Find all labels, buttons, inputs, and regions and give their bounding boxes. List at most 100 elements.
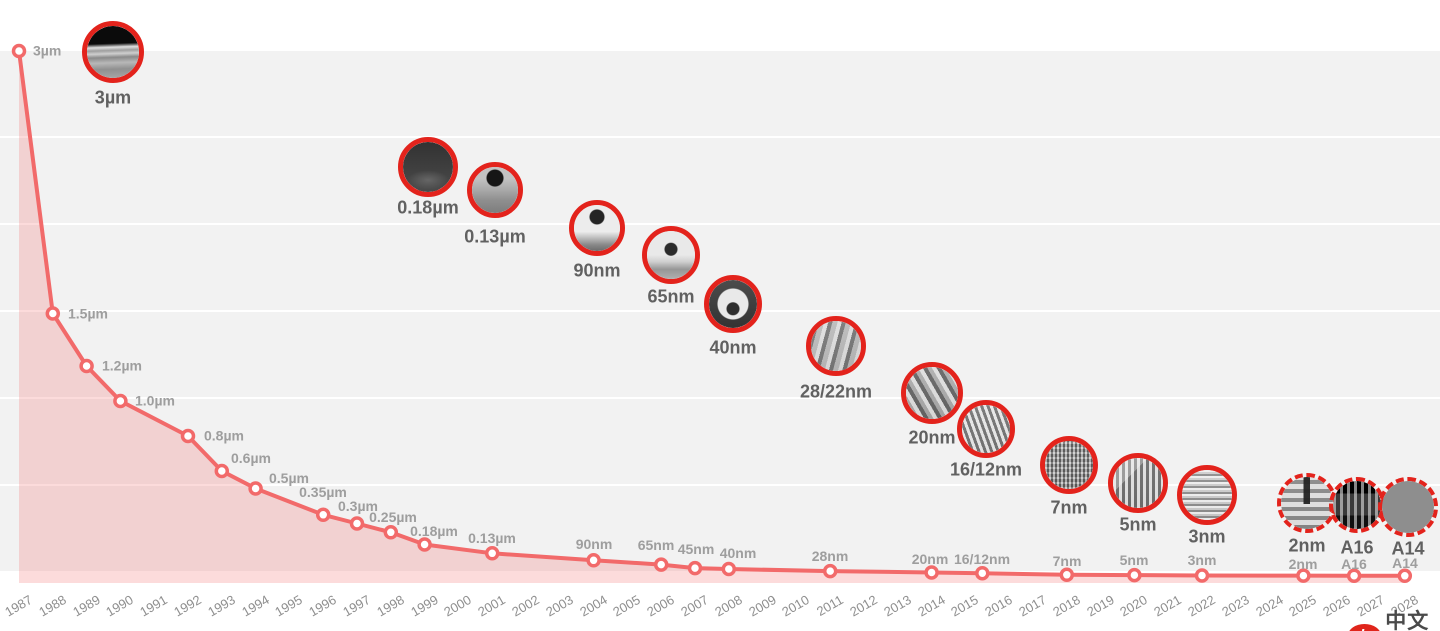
micrograph-caption-28/22nm: 28/22nm xyxy=(799,381,873,402)
data-point-marker-1.5µm xyxy=(45,306,61,321)
data-point-marker-3nm xyxy=(1194,568,1210,583)
data-point-marker-0.18µm xyxy=(417,537,432,552)
data-point-marker-1.2µm xyxy=(79,358,94,374)
micrograph-image xyxy=(709,280,757,328)
micrograph-3nm xyxy=(1177,465,1237,525)
micrograph-caption-3µm: 3µm xyxy=(94,87,132,108)
data-point-marker-3µm xyxy=(11,43,27,59)
node-label-0.18µm: 0.18µm xyxy=(410,523,458,539)
data-point-marker-0.6µm xyxy=(214,463,230,479)
micrograph-image xyxy=(1182,470,1232,520)
data-point-marker-1.0µm xyxy=(113,393,128,409)
node-label-1.0µm: 1.0µm xyxy=(135,392,175,409)
node-label-0.8µm: 0.8µm xyxy=(204,427,244,444)
micrograph-3µm xyxy=(82,21,144,83)
node-label-5nm: 5nm xyxy=(1119,552,1149,568)
micrograph-image xyxy=(472,167,518,213)
micrograph-image xyxy=(647,231,695,279)
node-label-3µm: 3µm xyxy=(33,42,62,59)
micrograph-65nm xyxy=(642,226,700,284)
node-label-0.35µm: 0.35µm xyxy=(299,484,347,500)
area-fill xyxy=(19,51,1405,583)
node-label-3nm: 3nm xyxy=(1187,552,1217,568)
node-label-0.25µm: 0.25µm xyxy=(369,509,417,525)
micrograph-caption-2nm: 2nm xyxy=(1288,535,1326,556)
data-point-marker-0.13µm xyxy=(484,546,500,561)
data-point-marker-45nm xyxy=(687,560,703,576)
data-point-marker-65nm xyxy=(653,557,669,572)
data-point-marker-0.25µm xyxy=(383,525,399,540)
micrograph-image xyxy=(906,367,958,419)
micrograph-caption-5nm: 5nm xyxy=(1119,514,1157,535)
micrograph-caption-65nm: 65nm xyxy=(647,286,695,307)
micrograph-A16 xyxy=(1329,477,1385,533)
micrograph-caption-20nm: 20nm xyxy=(908,427,956,448)
node-label-45nm: 45nm xyxy=(677,541,715,557)
node-label-7nm: 7nm xyxy=(1052,553,1082,569)
data-point-marker-40nm xyxy=(721,561,737,577)
micrograph-caption-0.18µm: 0.18µm xyxy=(397,197,459,218)
micrograph-caption-A14: A14 xyxy=(1391,538,1425,559)
data-point-marker-0.5µm xyxy=(248,481,263,496)
micrograph-image xyxy=(962,405,1010,453)
node-label-A14: A14 xyxy=(1392,555,1418,571)
data-point-marker-5nm xyxy=(1127,567,1142,583)
micrograph-2nm xyxy=(1277,473,1337,533)
micrograph-5nm xyxy=(1108,453,1168,513)
micrograph-20nm xyxy=(901,362,963,424)
micrograph-caption-40nm: 40nm xyxy=(709,337,757,358)
micrograph-image xyxy=(403,142,453,192)
data-point-marker-28nm xyxy=(822,563,838,579)
micrograph-caption-16/12nm: 16/12nm xyxy=(949,459,1023,480)
node-label-0.3µm: 0.3µm xyxy=(338,498,378,514)
data-point-marker-2nm xyxy=(1296,568,1311,583)
micrograph-40nm xyxy=(704,275,762,333)
micrograph-image xyxy=(1382,481,1434,533)
micrograph-28/22nm xyxy=(806,316,866,376)
node-label-20nm: 20nm xyxy=(911,551,949,567)
watermark: php 中文网 xyxy=(1348,605,1440,631)
data-point-marker-0.35µm xyxy=(315,507,331,523)
micrograph-caption-90nm: 90nm xyxy=(573,260,621,281)
micrograph-A14 xyxy=(1378,477,1438,537)
micrograph-90nm xyxy=(569,200,625,256)
node-label-28nm: 28nm xyxy=(811,548,849,564)
node-label-A16: A16 xyxy=(1341,556,1367,572)
data-point-marker-A16 xyxy=(1346,568,1362,583)
data-point-marker-16/12nm xyxy=(975,565,990,581)
micrograph-image xyxy=(1333,481,1381,529)
data-point-marker-20nm xyxy=(924,565,939,580)
micrograph-16/12nm xyxy=(957,400,1015,458)
micrograph-caption-A16: A16 xyxy=(1340,537,1374,558)
micrograph-caption-3nm: 3nm xyxy=(1188,526,1226,547)
watermark-site-text: 中文网 xyxy=(1385,610,1430,631)
node-label-65nm: 65nm xyxy=(637,537,675,553)
node-label-0.6µm: 0.6µm xyxy=(231,450,271,466)
micrograph-0.18µm xyxy=(398,137,458,197)
node-label-90nm: 90nm xyxy=(575,536,613,552)
micrograph-7nm xyxy=(1040,436,1098,494)
data-point-marker-0.8µm xyxy=(180,428,196,444)
micrograph-image xyxy=(1113,458,1163,508)
data-point-marker-7nm xyxy=(1059,567,1075,583)
node-label-2nm: 2nm xyxy=(1288,556,1318,572)
node-label-0.5µm: 0.5µm xyxy=(269,470,309,486)
data-point-marker-0.3µm xyxy=(349,516,365,531)
node-label-0.13µm: 0.13µm xyxy=(468,530,516,546)
micrograph-image xyxy=(1281,477,1333,529)
micrograph-0.13µm xyxy=(467,162,523,218)
php-logo-icon: php xyxy=(1348,623,1382,631)
node-label-40nm: 40nm xyxy=(719,545,757,561)
data-point-marker-90nm xyxy=(586,553,601,568)
micrograph-image xyxy=(87,26,139,78)
micrograph-caption-7nm: 7nm xyxy=(1050,497,1088,518)
micrograph-image xyxy=(811,321,861,371)
data-point-marker-A14 xyxy=(1397,568,1413,584)
micrograph-image xyxy=(1045,441,1093,489)
node-label-16/12nm: 16/12nm xyxy=(953,551,1011,567)
micrograph-image xyxy=(574,205,620,251)
node-label-1.5µm: 1.5µm xyxy=(68,305,108,322)
node-label-1.2µm: 1.2µm xyxy=(102,357,142,374)
